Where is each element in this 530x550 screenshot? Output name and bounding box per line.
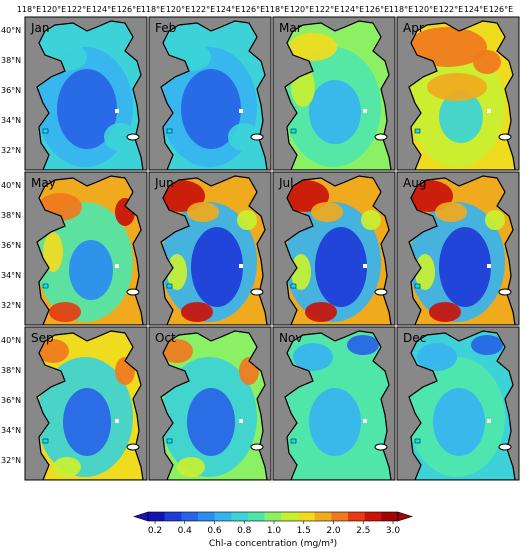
- month-label: Nov: [279, 331, 302, 345]
- longitude-tick-label: 126°E: [241, 5, 265, 14]
- colorbar-segment: [264, 512, 282, 521]
- longitude-tick-label: 124°E: [464, 5, 488, 14]
- longitude-tick-label: 126°E: [117, 5, 141, 14]
- longitude-tick-label: 126°E: [489, 5, 513, 14]
- colorbar-segment: [331, 512, 349, 521]
- longitude-tick-label: 124°E: [92, 5, 116, 14]
- month-label: Jan: [30, 21, 50, 35]
- month-label: Mar: [279, 21, 302, 35]
- latitude-tick-label: 40°N: [1, 26, 21, 35]
- longitude-tick-label: 120°E: [290, 5, 314, 14]
- latitude-tick-label: 32°N: [1, 301, 21, 310]
- colorbar-tick-label: 3.0: [386, 526, 401, 536]
- month-label: Jul: [278, 176, 293, 190]
- longitude-tick-label: 118°E: [141, 5, 165, 14]
- month-label: Apr: [403, 21, 424, 35]
- top-longitude-labels: 118°E 120°E 122°E 124°E 126°E 118°E 120°E 122°E…: [17, 5, 513, 14]
- panel-may: May: [24, 171, 148, 326]
- latitude-tick-label: 38°N: [1, 56, 21, 65]
- colorbar-tick-label: 2.5: [356, 526, 370, 536]
- latitude-tick-label: 40°N: [1, 336, 21, 345]
- latitude-tick-label: 34°N: [1, 426, 21, 435]
- panel-apr: Apr: [396, 16, 520, 171]
- colorbar-segment: [181, 512, 199, 521]
- longitude-tick-label: 124°E: [340, 5, 364, 14]
- panel-oct: Oct: [148, 326, 272, 481]
- longitude-tick-label: 122°E: [315, 5, 339, 14]
- left-latitude-labels: 40°N 38°N 36°N 34°N 32°N 40°N 38°N 36°N 34°N 32°N…: [1, 26, 21, 465]
- panel-sep: Sep: [24, 326, 148, 481]
- colorbar-segment: [314, 512, 332, 521]
- colorbar-segment: [164, 512, 182, 521]
- latitude-tick-label: 40°N: [1, 181, 21, 190]
- panel-mar: Mar: [272, 16, 396, 171]
- longitude-tick-label: 122°E: [191, 5, 215, 14]
- longitude-tick-label: 118°E: [17, 5, 41, 14]
- month-label: Aug: [403, 176, 426, 190]
- longitude-tick-label: 126°E: [365, 5, 389, 14]
- colorbar-segment: [248, 512, 265, 521]
- panel-jul: Jul: [272, 171, 396, 326]
- longitude-tick-label: 122°E: [439, 5, 463, 14]
- latitude-tick-label: 36°N: [1, 241, 21, 250]
- colorbar-under-arrow: [133, 511, 149, 522]
- colorbar-segment: [298, 512, 315, 521]
- panel-aug: Aug: [396, 171, 520, 326]
- month-label: Oct: [155, 331, 176, 345]
- longitude-tick-label: 120°E: [166, 5, 190, 14]
- colorbar-tick-label: 0.6: [207, 526, 222, 536]
- month-label: Dec: [403, 331, 426, 345]
- month-label: Jun: [154, 176, 174, 190]
- longitude-tick-label: 118°E: [389, 5, 413, 14]
- latitude-tick-label: 34°N: [1, 116, 21, 125]
- colorbar-segment: [148, 512, 165, 521]
- panel-feb: Feb: [148, 16, 272, 171]
- colorbar-segment: [364, 512, 382, 521]
- colorbar-tick-label: 0.8: [237, 526, 252, 536]
- longitude-tick-label: 120°E: [42, 5, 66, 14]
- latitude-tick-label: 32°N: [1, 146, 21, 155]
- latitude-tick-label: 34°N: [1, 271, 21, 280]
- panel-jan: Jan: [24, 16, 148, 171]
- latitude-tick-label: 38°N: [1, 366, 21, 375]
- map-panels: Jan Feb Mar Apr May Jun Jul Aug Sep Oct Nov Dec: [24, 16, 520, 481]
- colorbar-segment: [348, 512, 365, 521]
- month-label: Sep: [31, 331, 54, 345]
- colorbar-segment: [214, 512, 232, 521]
- month-label: May: [31, 176, 56, 190]
- colorbar-segment: [198, 512, 215, 521]
- colorbar-tick-label: 0.4: [178, 526, 193, 536]
- colorbar-tick-label: 2.0: [326, 526, 341, 536]
- colorbar-title: Chl-a concentration (mg/m³): [209, 539, 337, 549]
- colorbar-tick-label: 0.2: [148, 526, 162, 536]
- longitude-tick-label: 124°E: [216, 5, 240, 14]
- longitude-tick-label: 118°E: [265, 5, 289, 14]
- latitude-tick-label: 36°N: [1, 396, 21, 405]
- panel-jun: Jun: [148, 171, 272, 326]
- latitude-tick-label: 38°N: [1, 211, 21, 220]
- colorbar-segment: [381, 512, 399, 521]
- longitude-tick-label: 120°E: [414, 5, 438, 14]
- panel-dec: Dec: [396, 326, 520, 481]
- panel-nov: Nov: [272, 326, 396, 481]
- latitude-tick-label: 36°N: [1, 86, 21, 95]
- colorbar: 0.2 0.4 0.6 0.8 1.0 1.5 2.0 2.5 3.0 Chl-a concent…: [133, 511, 413, 549]
- longitude-tick-label: 122°E: [67, 5, 91, 14]
- colorbar-segment: [231, 512, 249, 521]
- colorbar-segment: [281, 512, 299, 521]
- colorbar-over-arrow: [397, 511, 413, 522]
- colorbar-tick-label: 1.5: [297, 526, 311, 536]
- colorbar-tick-label: 1.0: [267, 526, 282, 536]
- month-label: Feb: [155, 21, 176, 35]
- latitude-tick-label: 32°N: [1, 456, 21, 465]
